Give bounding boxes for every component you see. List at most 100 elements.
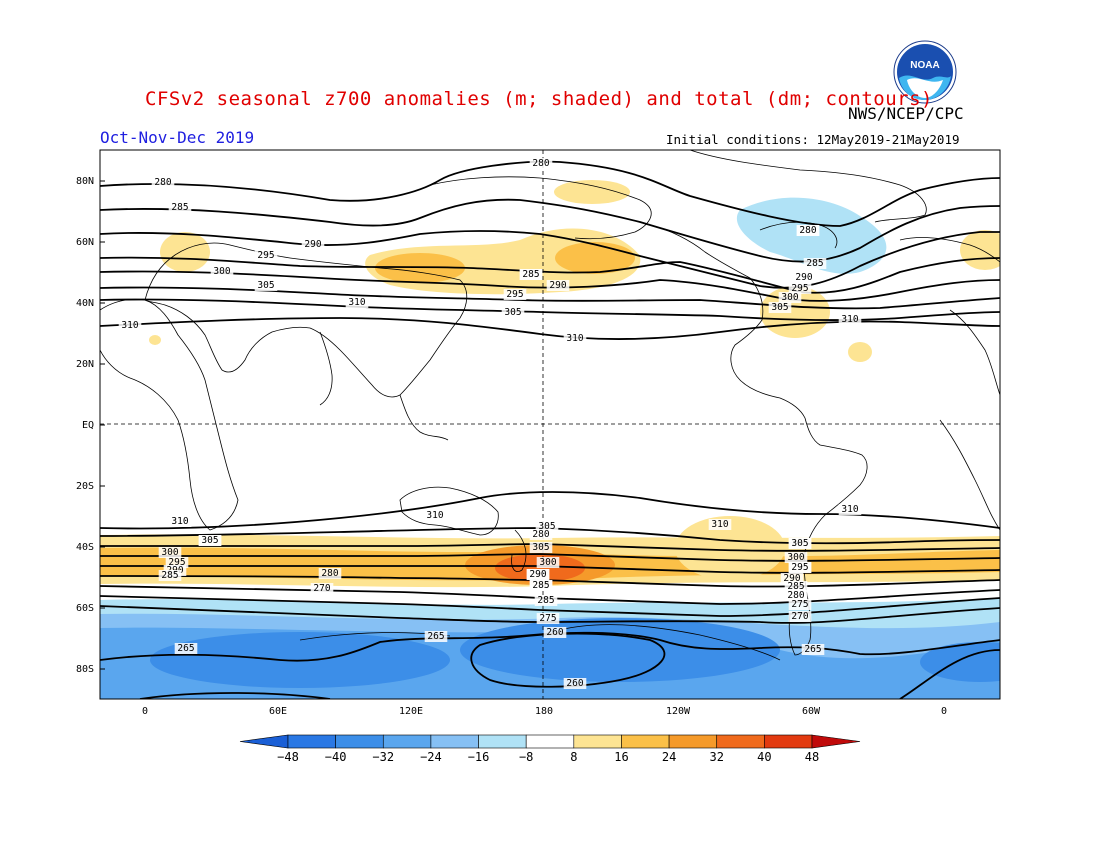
contour-label-bg — [254, 250, 278, 261]
lon-label: 180 — [535, 706, 553, 717]
contour-label: 285 — [171, 202, 188, 213]
contour-label-bg — [535, 521, 559, 532]
contour-label: 265 — [804, 644, 821, 655]
colorbar-swatch — [573, 734, 622, 749]
contour-label: 310 — [426, 510, 443, 521]
contour-label: 295 — [168, 557, 185, 568]
contour-label-bg — [784, 590, 808, 601]
contour-label-bg — [838, 314, 862, 325]
colorbar-arrow-low — [239, 734, 289, 749]
lat-label: 60N — [76, 237, 94, 248]
contour-label: 260 — [546, 627, 563, 638]
lon-label: 0 — [142, 706, 148, 717]
contour-label: 290 — [304, 239, 321, 250]
contour-label-bg — [784, 552, 808, 563]
colorbar-swatch — [668, 734, 718, 749]
contour-label: 270 — [791, 611, 808, 622]
contour-label-bg — [503, 289, 527, 300]
colorbar-swatch — [525, 734, 575, 749]
contour-label-bg — [536, 613, 560, 624]
contour-label-bg — [838, 504, 862, 515]
contour-label-bg — [534, 595, 558, 606]
contour-label-bg — [788, 562, 812, 573]
contour-label: 285 — [787, 581, 804, 592]
contour-label-bg — [801, 644, 825, 655]
contour-label: 275 — [791, 599, 808, 610]
contour-label-bg — [778, 292, 802, 303]
contour-label: 280 — [154, 177, 171, 188]
contour-label: 290 — [795, 272, 812, 283]
contour-label: 305 — [201, 535, 218, 546]
contour-label-bg — [254, 280, 278, 291]
lat-label: 40N — [76, 298, 94, 309]
map-area — [100, 150, 1000, 699]
contour-label: 295 — [791, 562, 808, 573]
negative-anomaly-core — [460, 618, 780, 682]
contour-label-bg — [546, 280, 570, 291]
contour-label-bg — [796, 225, 820, 236]
contour-label-bg — [501, 307, 525, 318]
contour-label-bg — [118, 320, 142, 331]
contour-label: 300 — [787, 552, 804, 563]
contour-label: 300 — [161, 547, 178, 558]
contour-label-bg — [563, 678, 587, 689]
colorbar-swatch — [287, 734, 336, 749]
lon-label: 120E — [399, 706, 423, 717]
positive-anomaly-shading — [848, 342, 872, 362]
contour-label-bg — [345, 297, 369, 308]
contour-label-bg — [784, 581, 808, 592]
colorbar-swatch — [764, 734, 813, 749]
contour-label-bg — [543, 627, 567, 638]
chart-title: CFSv2 seasonal z700 anomalies (m; shaded… — [145, 88, 933, 110]
contour-label-bg — [158, 547, 182, 558]
contour-label: 295 — [257, 250, 274, 261]
contour-label-bg — [210, 266, 234, 277]
contour-label-bg — [788, 611, 812, 622]
lon-label: 120W — [666, 706, 691, 717]
colorbar-label: −40 — [325, 750, 347, 764]
contour-label: 280 — [799, 225, 816, 236]
lat-label: EQ — [82, 420, 94, 431]
colorbar-swatch — [478, 734, 527, 749]
contour-label: 290 — [549, 280, 566, 291]
contour-label: 310 — [566, 333, 583, 344]
contour-label: 280 — [321, 568, 338, 579]
colorbar-label: 32 — [710, 750, 724, 764]
contour-label-bg — [424, 631, 448, 642]
contour-label: 290 — [529, 569, 546, 580]
contour-label-bg — [768, 302, 792, 313]
organization-label: NWS/NCEP/CPC — [848, 104, 964, 123]
positive-anomaly-shading — [675, 516, 785, 580]
contour-label: 295 — [791, 283, 808, 294]
contour-label-bg — [168, 516, 192, 527]
contour-label-bg — [198, 535, 222, 546]
contour-label-bg — [563, 333, 587, 344]
noaa-logo: NOAA — [893, 40, 957, 104]
contour-label: 260 — [566, 678, 583, 689]
contour-label: 310 — [841, 314, 858, 325]
contour-label-bg — [536, 557, 560, 568]
contour-label-bg — [423, 510, 447, 521]
contour-label-bg — [529, 580, 553, 591]
contour-label: 300 — [539, 557, 556, 568]
lat-label: 40S — [76, 542, 94, 553]
contour-label-bg — [708, 519, 732, 530]
contour-label: 310 — [711, 519, 728, 530]
contour-label: 285 — [161, 570, 178, 581]
contour-label: 310 — [348, 297, 365, 308]
contour-label-bg — [168, 202, 192, 213]
svg-text:NOAA: NOAA — [910, 60, 939, 71]
contour-label-bg — [803, 258, 827, 269]
contour-label-bg — [158, 570, 182, 581]
initial-conditions-label: Initial conditions: 12May2019-21May2019 — [666, 132, 960, 147]
contour-label: 300 — [213, 266, 230, 277]
contour-label: 285 — [532, 580, 549, 591]
contour-label: 290 — [783, 573, 800, 584]
contour-label-bg — [310, 583, 334, 594]
contour-label: 305 — [257, 280, 274, 291]
contour-label: 305 — [771, 302, 788, 313]
colorbar-swatch — [621, 734, 670, 749]
contour-label: 270 — [313, 583, 330, 594]
lat-label: 80N — [76, 176, 94, 187]
contour-label-bg — [519, 269, 543, 280]
